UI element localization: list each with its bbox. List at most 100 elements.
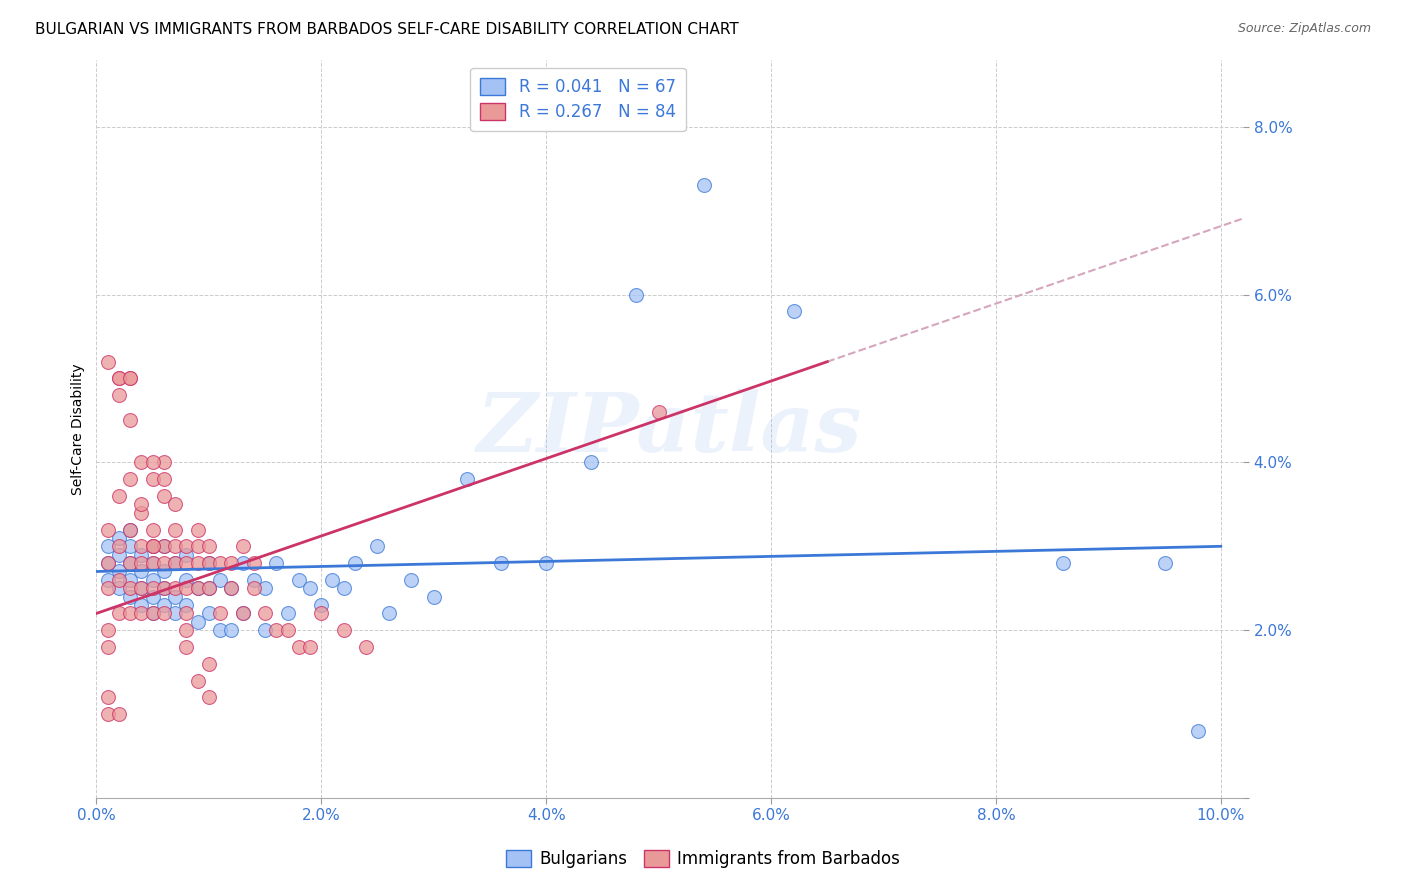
Point xyxy=(242,581,264,595)
Point xyxy=(108,388,131,402)
Point xyxy=(231,607,253,621)
Point xyxy=(142,590,165,604)
Point xyxy=(120,539,142,553)
Legend: Bulgarians, Immigrants from Barbados: Bulgarians, Immigrants from Barbados xyxy=(499,843,907,875)
Point xyxy=(456,472,478,486)
Point xyxy=(165,556,187,570)
Point xyxy=(153,607,176,621)
Point xyxy=(1052,556,1074,570)
Point xyxy=(142,556,165,570)
Point xyxy=(176,624,198,638)
Point xyxy=(142,573,165,587)
Point xyxy=(176,573,198,587)
Point xyxy=(165,539,187,553)
Point xyxy=(422,590,444,604)
Point xyxy=(97,539,120,553)
Point xyxy=(153,581,176,595)
Point xyxy=(108,548,131,562)
Point xyxy=(219,581,242,595)
Point xyxy=(97,581,120,595)
Point xyxy=(97,573,120,587)
Point xyxy=(142,539,165,553)
Y-axis label: Self-Care Disability: Self-Care Disability xyxy=(72,363,86,495)
Point xyxy=(97,707,120,722)
Point xyxy=(165,607,187,621)
Point xyxy=(120,556,142,570)
Point xyxy=(231,607,253,621)
Point xyxy=(165,581,187,595)
Point xyxy=(287,640,309,654)
Point xyxy=(120,607,142,621)
Point xyxy=(142,523,165,537)
Point xyxy=(332,581,354,595)
Point xyxy=(287,573,309,587)
Point xyxy=(782,304,804,318)
Legend: R = 0.041   N = 67, R = 0.267   N = 84: R = 0.041 N = 67, R = 0.267 N = 84 xyxy=(471,68,686,131)
Point xyxy=(131,598,153,612)
Point xyxy=(298,640,321,654)
Point xyxy=(153,489,176,503)
Point xyxy=(108,539,131,553)
Point xyxy=(309,598,332,612)
Point xyxy=(209,573,232,587)
Point xyxy=(131,455,153,469)
Point xyxy=(176,556,198,570)
Point xyxy=(108,607,131,621)
Point xyxy=(276,624,298,638)
Point xyxy=(253,607,276,621)
Point xyxy=(399,573,422,587)
Point xyxy=(165,523,187,537)
Point xyxy=(242,573,264,587)
Point xyxy=(332,624,354,638)
Point xyxy=(131,565,153,579)
Point xyxy=(165,497,187,511)
Point xyxy=(219,556,242,570)
Point xyxy=(253,581,276,595)
Point xyxy=(120,523,142,537)
Point xyxy=(97,523,120,537)
Point xyxy=(198,556,221,570)
Point xyxy=(142,472,165,486)
Point xyxy=(131,607,153,621)
Point xyxy=(131,581,153,595)
Point xyxy=(120,371,142,385)
Point xyxy=(131,497,153,511)
Point xyxy=(219,581,242,595)
Point xyxy=(120,413,142,427)
Point xyxy=(120,556,142,570)
Point xyxy=(153,598,176,612)
Point xyxy=(142,455,165,469)
Point xyxy=(165,556,187,570)
Point xyxy=(153,539,176,553)
Point xyxy=(198,607,221,621)
Point xyxy=(131,556,153,570)
Point xyxy=(120,472,142,486)
Point xyxy=(97,354,120,368)
Point xyxy=(187,581,209,595)
Point xyxy=(187,556,209,570)
Point xyxy=(108,581,131,595)
Point xyxy=(153,472,176,486)
Point xyxy=(1187,723,1209,738)
Point xyxy=(198,657,221,671)
Point xyxy=(309,607,332,621)
Point xyxy=(298,581,321,595)
Point xyxy=(108,565,131,579)
Point xyxy=(187,615,209,629)
Point xyxy=(142,556,165,570)
Point xyxy=(108,371,131,385)
Point xyxy=(321,573,343,587)
Point xyxy=(242,556,264,570)
Text: Source: ZipAtlas.com: Source: ZipAtlas.com xyxy=(1237,22,1371,36)
Point xyxy=(231,556,253,570)
Point xyxy=(142,607,165,621)
Point xyxy=(624,287,647,301)
Point xyxy=(108,531,131,545)
Point xyxy=(198,556,221,570)
Point xyxy=(142,581,165,595)
Point xyxy=(198,581,221,595)
Point xyxy=(209,624,232,638)
Point xyxy=(108,707,131,722)
Point xyxy=(1153,556,1175,570)
Point xyxy=(165,590,187,604)
